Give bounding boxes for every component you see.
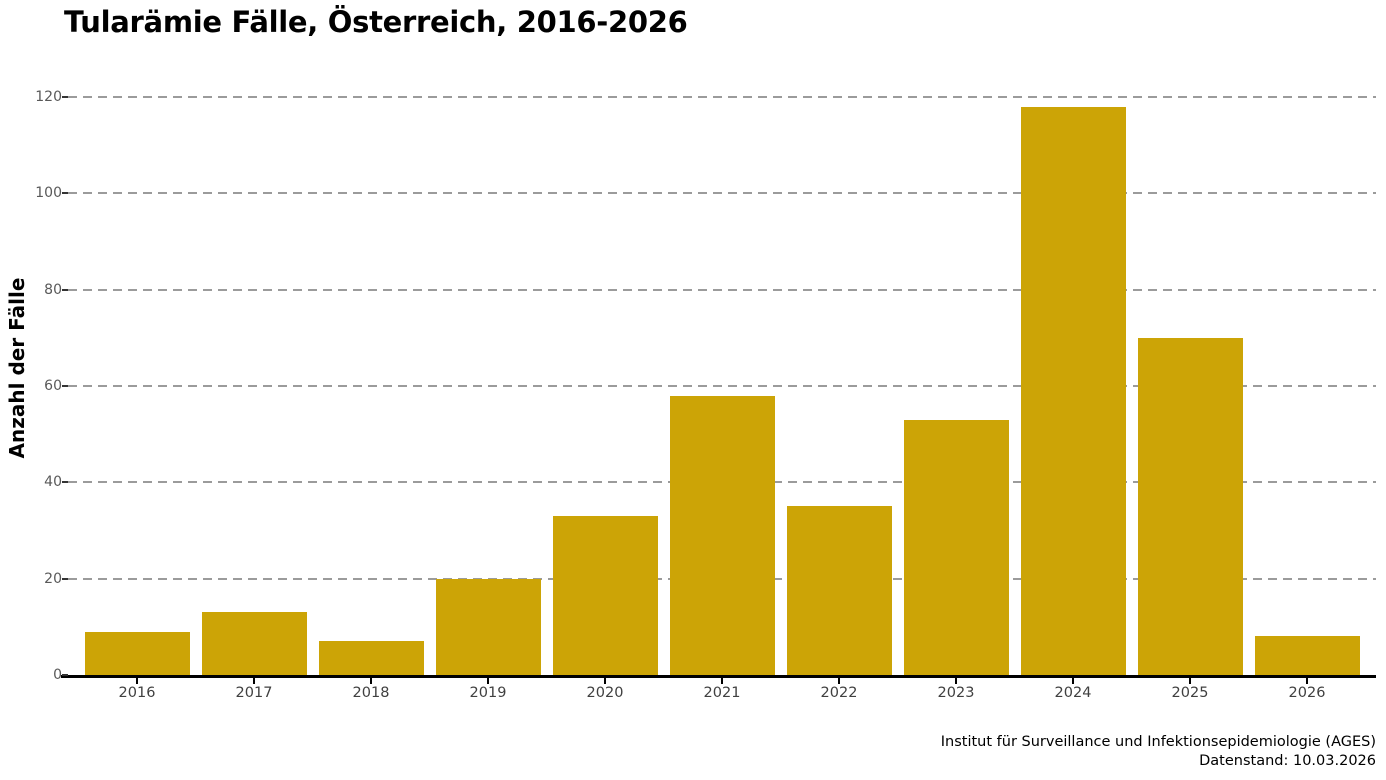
x-tick-label-2017: 2017 — [235, 685, 273, 701]
bar-2021 — [669, 395, 775, 675]
x-axis-line — [61, 675, 1376, 678]
x-tick-mark-2019 — [487, 678, 489, 684]
bar-2026 — [1254, 636, 1360, 675]
y-tick-label-80: 80 — [44, 281, 62, 298]
x-tick-mark-2024 — [1072, 678, 1074, 684]
gridline-60 — [68, 385, 1376, 387]
x-tick-mark-2018 — [370, 678, 372, 684]
gridline-120 — [68, 96, 1376, 98]
data-status-text: Datenstand: 10.03.2026 — [1199, 753, 1376, 769]
bar-2019 — [435, 578, 541, 675]
y-tick-label-0: 0 — [53, 667, 62, 683]
y-tick-mark-0 — [62, 674, 68, 676]
x-tick-label-2025: 2025 — [1171, 685, 1209, 701]
y-tick-mark-120 — [62, 96, 68, 98]
y-axis-label: Anzahl der Fälle — [5, 277, 29, 459]
bar-2017 — [201, 612, 307, 675]
x-tick-label-2022: 2022 — [820, 685, 858, 701]
bar-2022 — [786, 506, 892, 675]
y-tick-label-60: 60 — [44, 378, 62, 394]
x-tick-mark-2016 — [136, 678, 138, 684]
y-tick-mark-20 — [62, 577, 68, 580]
x-tick-mark-2022 — [838, 678, 840, 684]
x-tick-mark-2023 — [955, 678, 957, 684]
gridline-100 — [68, 192, 1376, 195]
x-tick-label-2023: 2023 — [937, 685, 975, 701]
bar-2025 — [1137, 337, 1243, 675]
bar-2020 — [552, 516, 658, 675]
bar-2018 — [318, 641, 424, 675]
y-tick-label-20: 20 — [44, 570, 62, 587]
x-tick-label-2020: 2020 — [586, 685, 624, 701]
x-tick-mark-2017 — [253, 678, 255, 684]
gridline-80 — [68, 288, 1376, 291]
bar-2024 — [1020, 106, 1126, 675]
y-tick-mark-100 — [62, 192, 68, 195]
y-tick-mark-80 — [62, 288, 68, 291]
chart-footer: Institut für Surveillance und Infektions… — [941, 733, 1376, 771]
x-tick-label-2021: 2021 — [703, 685, 741, 701]
x-tick-label-2024: 2024 — [1054, 685, 1092, 701]
x-tick-mark-2020 — [604, 678, 606, 684]
y-tick-label-120: 120 — [35, 89, 62, 105]
plot-area — [68, 96, 1376, 675]
y-tick-label-40: 40 — [44, 474, 62, 491]
y-tick-label-100: 100 — [35, 185, 62, 202]
x-tick-label-2026: 2026 — [1288, 685, 1326, 701]
x-tick-label-2019: 2019 — [469, 685, 507, 701]
x-tick-label-2016: 2016 — [118, 685, 156, 701]
x-tick-label-2018: 2018 — [352, 685, 390, 701]
x-tick-mark-2021 — [721, 678, 723, 684]
bar-2016 — [84, 631, 190, 675]
chart-title: Tularämie Fälle, Österreich, 2016-2026 — [64, 5, 688, 39]
y-tick-mark-40 — [62, 481, 68, 484]
source-text: Institut für Surveillance und Infektions… — [940, 734, 1376, 750]
bar-2023 — [903, 419, 1009, 675]
x-tick-mark-2025 — [1189, 678, 1191, 684]
y-tick-mark-60 — [62, 385, 68, 387]
x-tick-mark-2026 — [1306, 678, 1308, 684]
